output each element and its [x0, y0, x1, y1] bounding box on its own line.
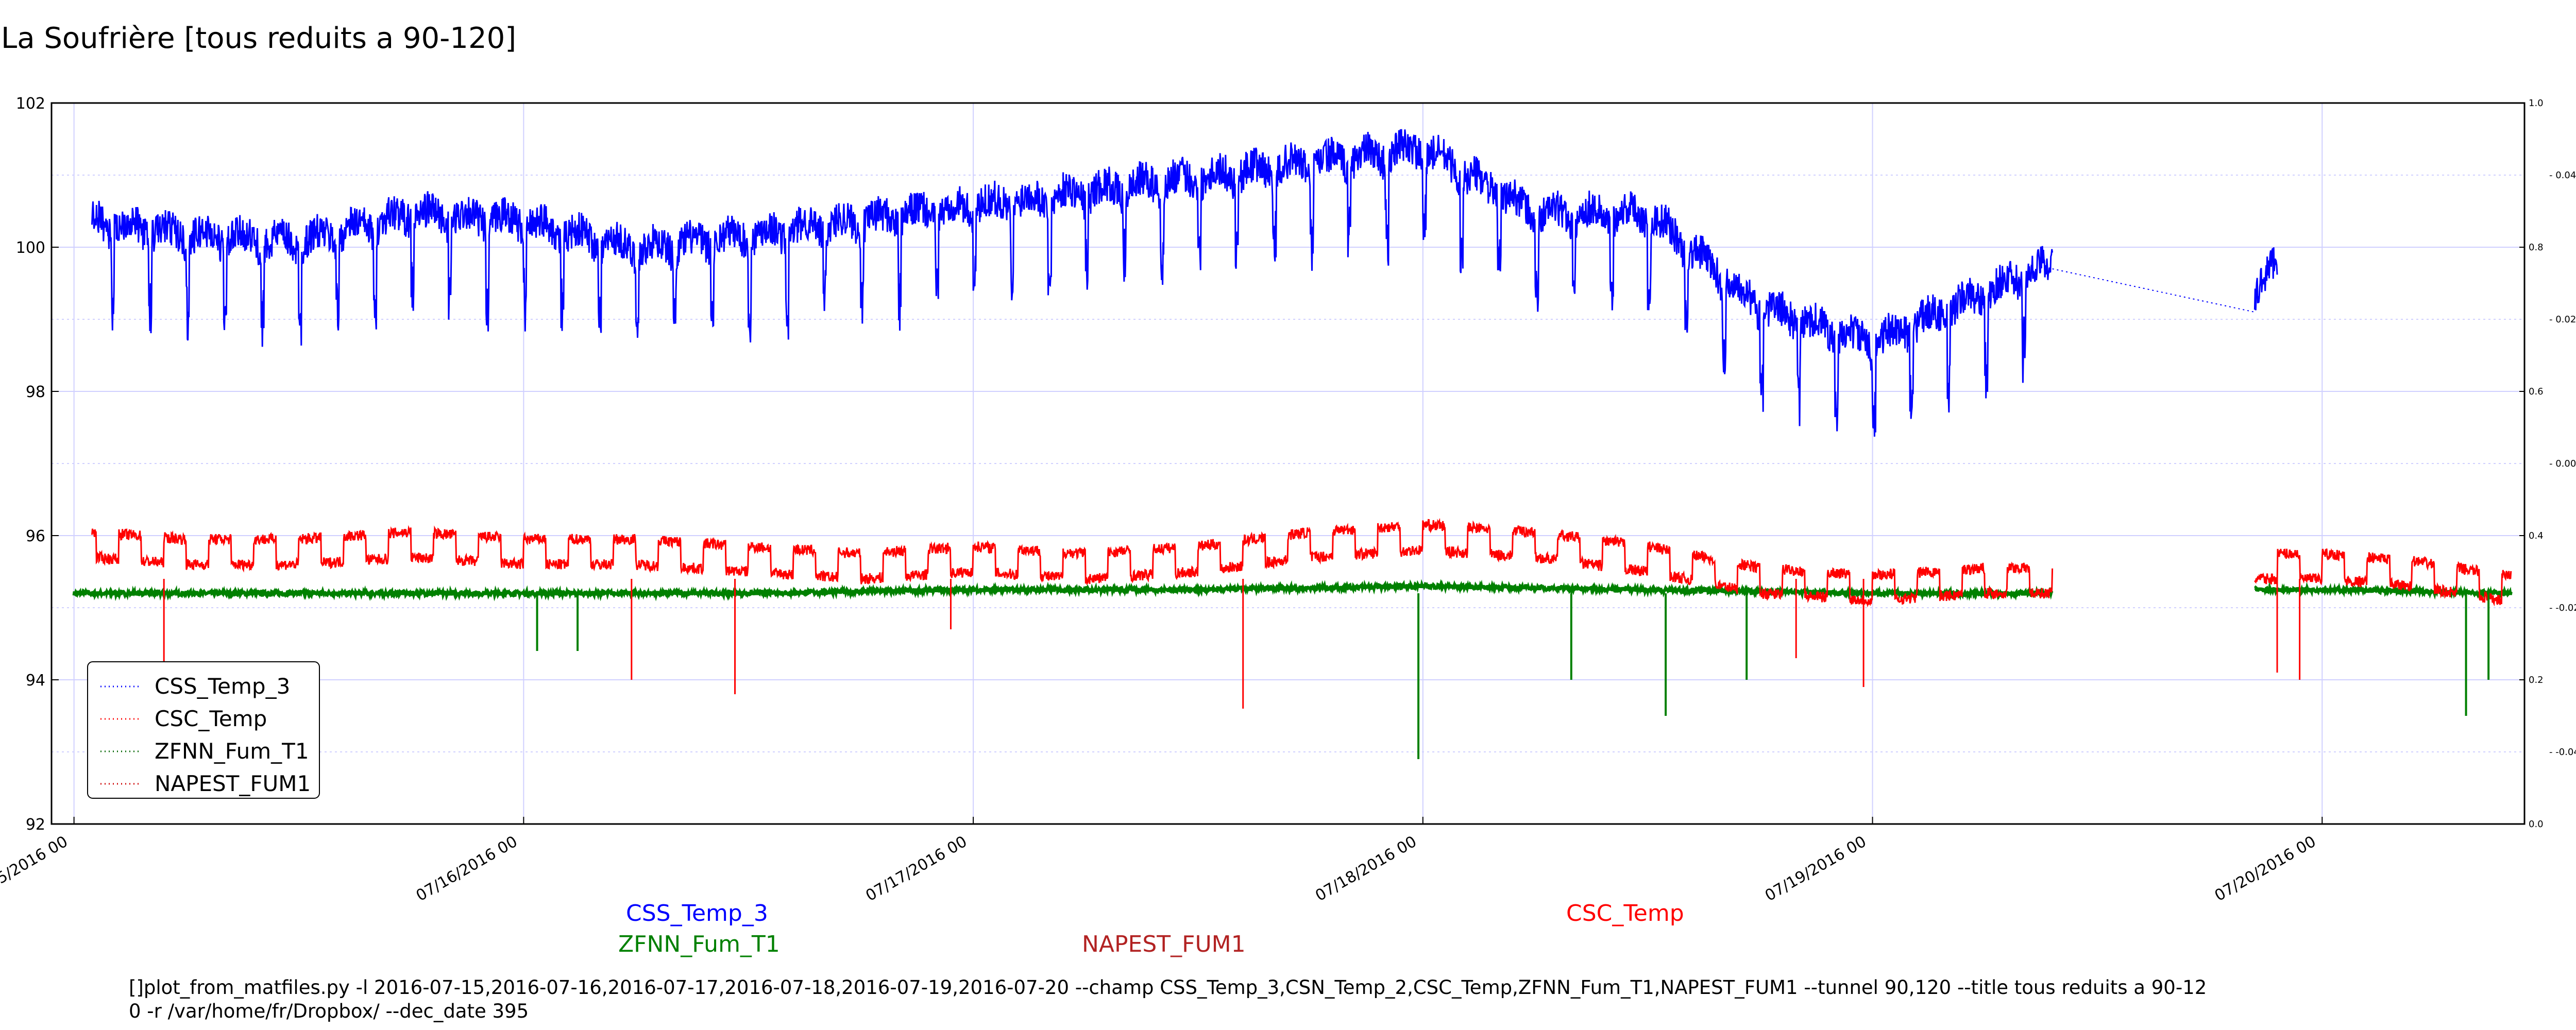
- x-tick-label: 07/16/2016 00: [413, 833, 521, 905]
- legend[interactable]: CSS_Temp_3 CSC_Temp ZFNN_Fum_T1 NAPEST_FUM1: [87, 661, 320, 799]
- command-line: []plot_from_matfiles.py -l 2016-07-15,20…: [129, 976, 2207, 1023]
- x-tick-label: 07/20/2016 00: [2212, 833, 2319, 905]
- x-tick-label: 07/18/2016 00: [1312, 833, 1420, 905]
- y-tick-label: 96: [26, 527, 45, 545]
- series-label-napest-fum1: NAPEST_FUM1: [1082, 931, 1246, 957]
- right-axis: 0.0 0.2 0.4 0.6 0.8 1.0 - -0.04 - -0.02 - 0.00 - …: [2519, 98, 2576, 830]
- chart-title: La Soufrière [tous reduits a 90-120]: [1, 22, 517, 55]
- line-chart: 07/15/2016 00 07/16/2016 00 07/17/2016 00 0…: [0, 95, 2576, 905]
- y-tick-label: 102: [16, 95, 45, 113]
- series-label-zfnn-fum-t1: ZFNN_Fum_T1: [618, 931, 780, 957]
- legend-box: [87, 661, 320, 799]
- series-css-temp-3-line: [91, 129, 2054, 437]
- series-csc-temp-line: [91, 518, 2054, 608]
- y3-tick-label: - 0.02: [2549, 314, 2576, 325]
- legend-label: NAPEST_FUM1: [155, 771, 311, 796]
- series-zfnn-fum-t1-line: [2253, 581, 2513, 600]
- series-layer: [72, 129, 2513, 759]
- series-css-temp-3-gap: [2052, 268, 2255, 313]
- y2-tick-label: 0.2: [2529, 675, 2544, 685]
- y3-tick-label: - -0.02: [2549, 603, 2576, 613]
- series-zfnn-fum-t1-line: [72, 579, 2054, 602]
- series-label-css-temp-3: CSS_Temp_3: [626, 900, 768, 926]
- x-tick-label: 07/15/2016 00: [0, 833, 71, 905]
- y2-tick-label: 0.6: [2529, 386, 2544, 397]
- plot-frame: [50, 102, 2526, 825]
- y-axis: 92 94 96 98 100 102: [16, 95, 59, 834]
- y-tick-label: 98: [26, 383, 45, 401]
- y3-tick-label: - 0.00: [2549, 458, 2576, 469]
- y3-tick-label: - -0.04: [2549, 747, 2576, 758]
- y-tick-label: 92: [26, 816, 45, 834]
- x-tick-label: 07/17/2016 00: [863, 833, 971, 905]
- legend-label: CSS_Temp_3: [155, 674, 290, 699]
- y2-tick-label: 0.0: [2529, 819, 2544, 830]
- series-css-temp-3-line: [2253, 247, 2278, 311]
- y3-tick-label: - 0.04: [2549, 170, 2576, 181]
- y-tick-label: 94: [26, 672, 45, 690]
- command-line-2: 0 -r /var/home/fr/Dropbox/ --dec_date 39…: [129, 1000, 529, 1022]
- command-line-1: []plot_from_matfiles.py -l 2016-07-15,20…: [129, 976, 2207, 999]
- series-label-csc-temp: CSC_Temp: [1566, 900, 1684, 926]
- legend-label: ZFNN_Fum_T1: [155, 739, 309, 764]
- series-csc-temp-line: [2254, 548, 2512, 607]
- legend-label: CSC_Temp: [155, 706, 267, 731]
- y2-tick-label: 1.0: [2529, 98, 2544, 109]
- y-tick-label: 100: [16, 239, 45, 257]
- x-tick-label: 07/19/2016 00: [1762, 833, 1870, 905]
- y2-tick-label: 0.4: [2529, 530, 2544, 541]
- x-axis: 07/15/2016 00 07/16/2016 00 07/17/2016 00 0…: [0, 817, 2323, 905]
- y2-tick-label: 0.8: [2529, 242, 2544, 253]
